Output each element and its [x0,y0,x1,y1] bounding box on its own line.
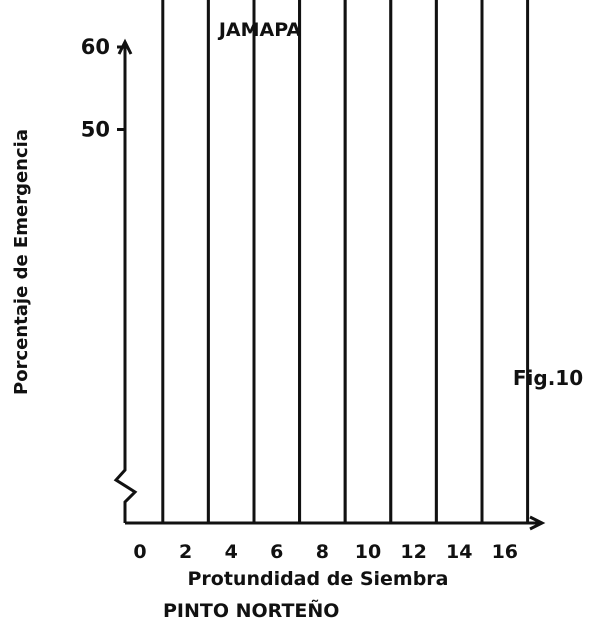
x-tick-label: 16 [492,541,518,563]
x-tick-label: 12 [400,541,426,563]
x-tick-label: 8 [316,541,329,563]
x-tick-label: 6 [270,541,283,563]
x-tick-labels: 0 2 4 6 8 10 12 14 16 [133,541,518,563]
y-axis [113,42,138,523]
x-tick-label: 0 [133,541,146,563]
y-tick-label: 50 [81,118,110,142]
x-tick-label: 10 [355,541,381,563]
bar [389,0,438,525]
y-axis-arrow [117,38,133,55]
x-axis-arrow [529,515,546,531]
x-tick-label: 2 [179,541,192,563]
bar [343,0,393,525]
y-tick-labels: 1009080706050 [81,35,110,142]
x-tick-label: 4 [225,541,238,563]
chart-subtitle: PINTO NORTEÑO [163,598,339,622]
figure-label: Fig.10 [513,366,583,390]
y-tick-label: 60 [81,35,110,59]
bar [298,0,347,525]
bar [434,0,484,525]
x-tick-label: 14 [446,541,472,563]
bar [161,0,210,525]
bar [252,0,302,525]
bar [206,0,256,525]
bars [161,0,530,525]
bar [480,0,530,525]
y-axis-label: Porcentaje de Emergencia [11,129,32,395]
x-axis-label: Protundidad de Siembra [187,568,448,590]
chart-title: JAMAPA [217,19,302,41]
